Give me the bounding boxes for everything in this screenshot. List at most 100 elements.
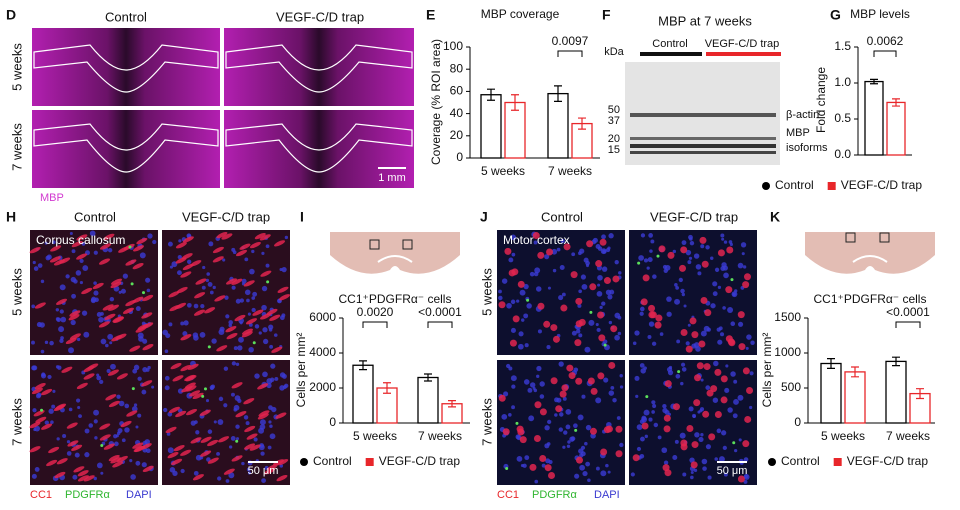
opc [645, 395, 649, 399]
nucleus [59, 309, 64, 314]
nucleus [584, 441, 588, 446]
cell [100, 243, 112, 250]
nucleus [37, 392, 42, 398]
nucleus [274, 376, 279, 381]
cell [532, 232, 540, 240]
cell [658, 245, 666, 253]
chart-title: MBP levels [850, 7, 910, 21]
nucleus [208, 241, 214, 247]
nucleus [729, 242, 733, 247]
cell [108, 400, 120, 408]
stain-label: PDGFRα [65, 489, 111, 501]
cell [550, 324, 558, 332]
nucleus [75, 270, 82, 276]
nucleus [725, 364, 729, 368]
nucleus [267, 445, 272, 450]
nucleus [578, 289, 582, 294]
nucleus [66, 451, 72, 456]
cell [103, 443, 115, 450]
cell [180, 364, 192, 372]
nucleus [546, 442, 551, 446]
nucleus [84, 452, 90, 458]
nucleus [561, 292, 566, 297]
p-value: 0.0062 [867, 34, 904, 48]
nucleus [647, 257, 653, 263]
nucleus [732, 292, 736, 297]
nucleus [701, 458, 708, 465]
cell [107, 369, 119, 376]
cell [56, 298, 68, 305]
nucleus [681, 240, 687, 246]
panel-label: F [602, 7, 611, 23]
cell [180, 449, 192, 456]
cell [266, 308, 278, 316]
nucleus [581, 394, 586, 399]
nucleus [524, 455, 530, 461]
nucleus [601, 266, 608, 272]
nucleus [232, 250, 237, 255]
nucleus [244, 289, 251, 296]
y-tick-label: 6000 [309, 310, 336, 324]
cell [737, 475, 745, 483]
nucleus [524, 343, 529, 348]
cell [81, 287, 93, 295]
nucleus [558, 295, 564, 301]
nucleus [252, 291, 258, 297]
nucleus [607, 294, 613, 300]
nucleus [44, 420, 49, 425]
nucleus [110, 363, 116, 370]
legend-label: Control [313, 454, 352, 468]
cell [231, 278, 243, 285]
nucleus [551, 248, 558, 255]
y-axis-label: Cells per mm² [294, 333, 308, 408]
nucleus [705, 444, 711, 450]
cell [142, 465, 154, 472]
cell [41, 388, 53, 396]
nucleus [107, 333, 114, 340]
nucleus [273, 333, 278, 337]
nucleus [52, 389, 56, 393]
error-bar [448, 400, 456, 408]
cell [234, 314, 246, 322]
cell [277, 459, 289, 466]
cell [241, 328, 253, 335]
cell [546, 248, 554, 256]
nucleus [651, 400, 656, 405]
nucleus [118, 400, 125, 407]
cell [69, 310, 81, 317]
nucleus [607, 470, 611, 474]
nucleus [135, 425, 139, 429]
cell [679, 264, 687, 272]
nucleus [211, 338, 217, 344]
cell [663, 425, 671, 433]
nucleus [269, 433, 276, 440]
nucleus [133, 364, 140, 371]
nucleus [565, 409, 572, 415]
nucleus [137, 413, 142, 418]
cell [59, 257, 71, 264]
nucleus [510, 299, 516, 305]
cell [686, 425, 694, 433]
cell [691, 331, 699, 339]
opc [505, 467, 509, 471]
error-bar [827, 358, 835, 369]
nucleus [93, 409, 100, 416]
nucleus [722, 445, 727, 451]
cell [641, 422, 649, 430]
y-tick-label: 2000 [309, 380, 336, 394]
cell [575, 377, 583, 385]
error-bar [892, 356, 900, 367]
nucleus [239, 321, 243, 325]
nucleus [558, 361, 564, 367]
nucleus [749, 405, 753, 410]
nucleus [178, 239, 182, 243]
nucleus [511, 384, 516, 389]
cell [126, 410, 138, 417]
cell [663, 414, 671, 422]
brain-schematic [330, 232, 935, 274]
nucleus [109, 296, 115, 302]
nucleus [41, 372, 46, 377]
cell [648, 311, 656, 319]
nucleus [605, 463, 609, 468]
bar [417, 376, 439, 424]
